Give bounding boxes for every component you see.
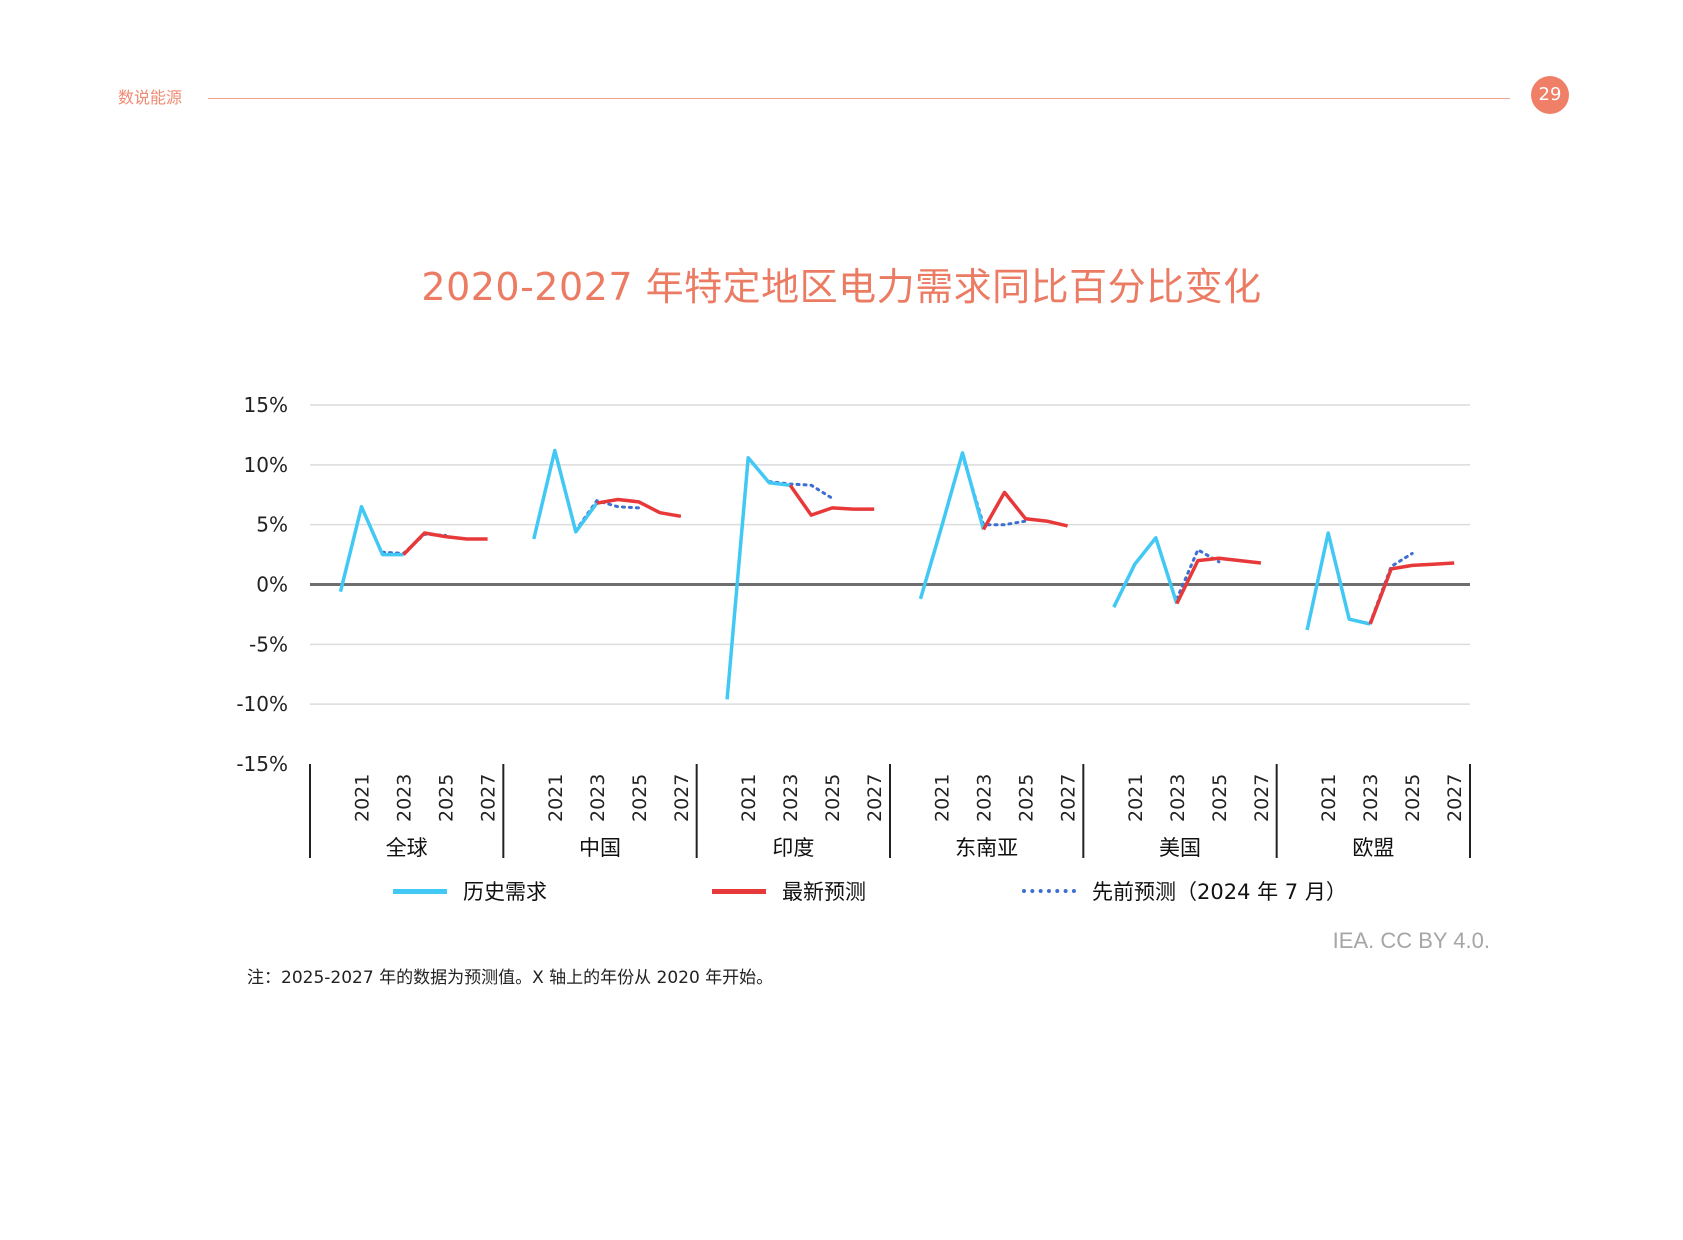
year-tick-label: 2025 [822,774,844,822]
legend-label-previous: 先前预测（2024 年 7 月） [1092,880,1347,904]
group-label: 印度 [772,836,814,860]
year-tick-label: 2027 [1058,774,1080,822]
series-line-history [338,504,404,593]
legend-swatch-history [393,888,447,894]
series-line-latest [402,531,488,556]
legend-label-history: 历史需求 [463,880,547,904]
year-tick-label: 2027 [864,774,886,822]
year-tick-label: 2021 [351,774,373,822]
legend-label-latest: 最新预测 [782,880,866,904]
year-tick-label: 2021 [738,774,760,822]
year-tick-label: 2025 [1209,774,1231,822]
series-line-previous [767,480,834,500]
series-line-history [918,451,986,600]
y-tick-label: -5% [249,632,288,656]
y-tick-label: 10% [244,453,288,477]
group-label: 东南亚 [955,836,1018,860]
series-line-history [1305,531,1371,631]
legend-item-history: 历史需求 [393,876,547,906]
series-line-latest [1368,561,1455,625]
year-tick-label: 2025 [1016,774,1038,822]
series-line-history [532,448,599,540]
year-tick-label: 2023 [974,774,996,822]
year-tick-label: 2025 [629,774,651,822]
series-line-previous [1368,551,1414,625]
y-tick-label: -15% [236,752,288,776]
legend-swatch-previous [1022,889,1076,893]
series-line-latest [788,484,875,517]
year-tick-label: 2027 [1444,774,1466,822]
source-credit: IEA. CC BY 4.0. [1332,928,1490,953]
series-line-latest [1175,556,1262,605]
group-label: 中国 [579,836,621,860]
y-tick-label: 0% [256,573,288,597]
page-number-badge: 29 [1531,76,1569,114]
series-line-history [725,455,791,700]
chart-title: 2020-2027 年特定地区电力需求同比百分比变化 [421,265,1262,309]
year-tick-label: 2027 [478,774,500,822]
y-tick-label: 5% [256,513,288,537]
section-label: 数说能源 [118,88,183,107]
year-tick-label: 2021 [1125,774,1147,822]
group-label: 美国 [1159,836,1201,860]
chart-note: 注：2025-2027 年的数据为预测值。X 轴上的年份从 2020 年开始。 [247,968,774,988]
year-tick-label: 2021 [545,774,567,822]
year-tick-label: 2025 [436,774,458,822]
year-tick-label: 2023 [1167,774,1189,822]
legend-item-previous: 先前预测（2024 年 7 月） [1022,876,1347,906]
series-line-history [1112,536,1179,608]
year-tick-label: 2023 [780,774,802,822]
year-tick-label: 2025 [1402,774,1424,822]
year-tick-label: 2027 [671,774,693,822]
chart-legend: 历史需求 最新预测 先前预测（2024 年 7 月） [0,876,1683,906]
group-label: 欧盟 [1352,836,1394,860]
year-tick-label: 2021 [931,774,953,822]
group-label: 全球 [386,836,428,860]
year-tick-label: 2027 [1251,774,1273,822]
legend-swatch-latest [712,888,766,894]
year-tick-label: 2021 [1318,774,1340,822]
legend-item-latest: 最新预测 [712,876,866,906]
y-tick-label: -10% [236,692,288,716]
series-line-previous [574,499,641,533]
year-tick-label: 2023 [394,774,416,822]
y-tick-label: 15% [244,393,288,417]
year-tick-label: 2023 [587,774,609,822]
series-line-latest [596,497,682,519]
series-line-latest [981,490,1068,531]
year-tick-label: 2023 [1360,774,1382,822]
header-divider [208,98,1510,99]
